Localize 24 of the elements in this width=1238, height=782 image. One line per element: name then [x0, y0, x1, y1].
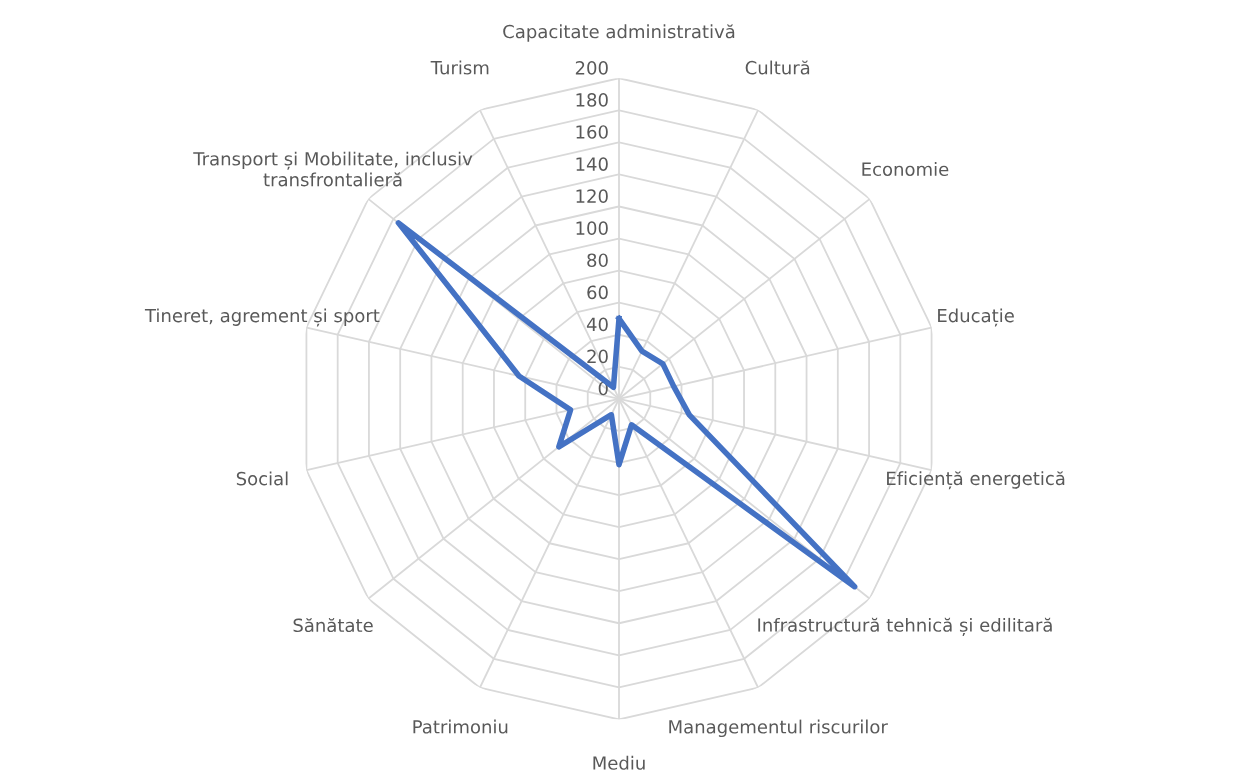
spoke-label: Infrastructură tehnică și edilitară [758, 617, 1052, 636]
y-tick-label: 180 [576, 93, 608, 107]
spoke-label: Economie [862, 162, 949, 177]
y-tick-label: 140 [576, 157, 608, 171]
spoke-label: Turism [430, 60, 489, 75]
spoke-label: Tineret, agrement și sport [144, 308, 380, 327]
y-tick-label: 20 [587, 349, 608, 364]
spoke-label: Capacitate administrativă [503, 24, 735, 42]
y-tick-label: 160 [576, 125, 608, 139]
y-tick-label: 60 [587, 285, 608, 300]
y-tick-label: 100 [576, 221, 608, 236]
spoke-label: Managementul riscurilor [669, 719, 888, 738]
y-tick-label: 200 [575, 61, 608, 75]
spoke-label: Eficiență energetică [887, 471, 1065, 490]
spoke-label: Sănătate [293, 618, 373, 633]
spoke-label: Cultură [745, 60, 810, 75]
y-tick-label: 120 [576, 189, 608, 203]
spoke-label: Patrimoniu [413, 719, 508, 734]
spoke-label: Transport și Mobilitate, inclusiv transfrontalieră [193, 151, 473, 187]
spoke-label: Mediu [593, 755, 645, 770]
spoke-label: Educație [938, 308, 1014, 327]
spoke-label: Social [236, 471, 288, 486]
y-tick-label: 80 [587, 253, 608, 268]
y-tick-label: 40 [586, 317, 608, 332]
